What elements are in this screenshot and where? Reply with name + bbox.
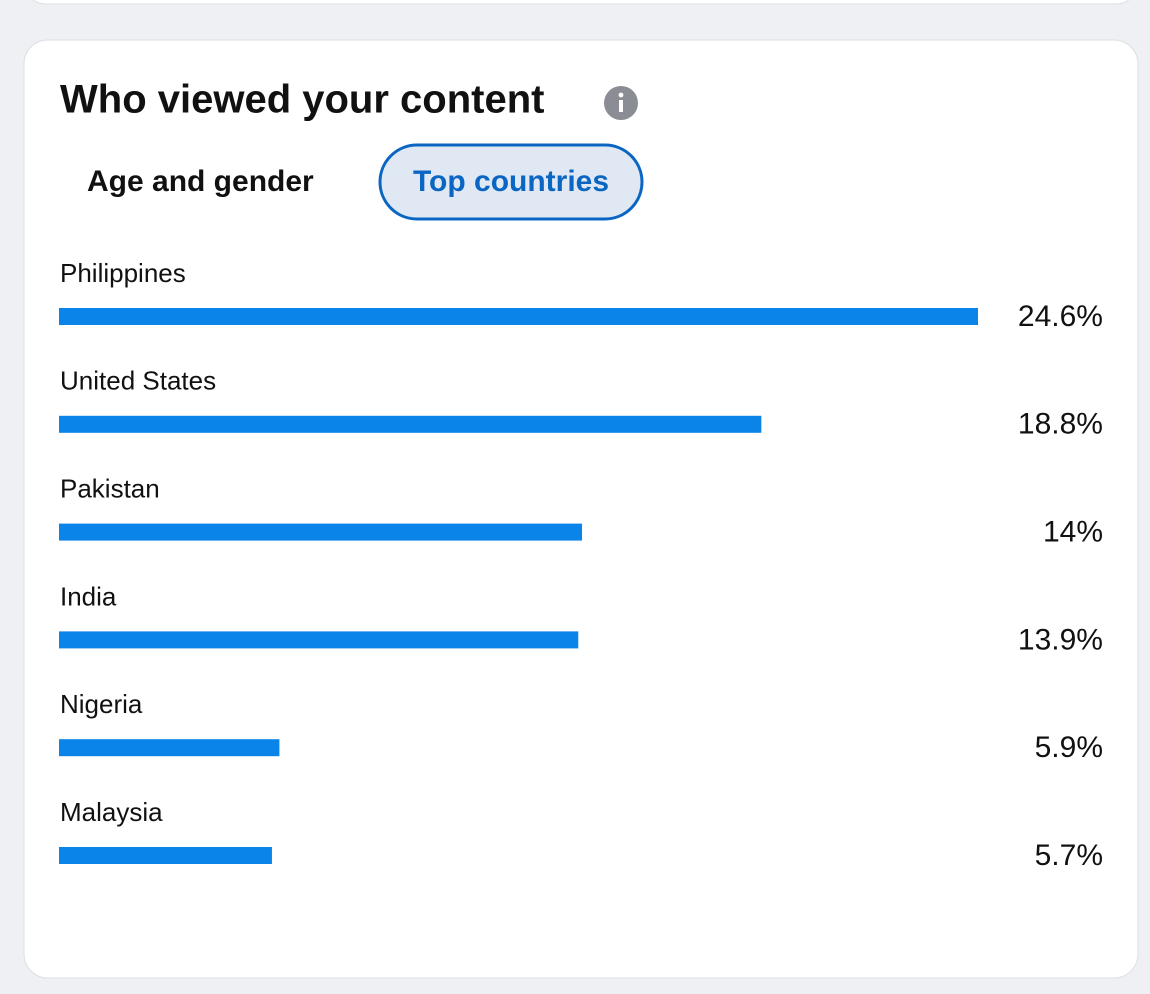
category-label: Malaysia (60, 797, 163, 827)
bar (59, 631, 579, 649)
value-label: 14% (1043, 516, 1103, 549)
info-icon[interactable] (604, 86, 638, 120)
bar (59, 739, 280, 757)
bar (59, 847, 272, 864)
category-label: Philippines (60, 258, 186, 288)
value-label: 5.9% (1035, 731, 1103, 764)
bar (59, 308, 978, 325)
info-stem (619, 100, 623, 112)
previous-card (32, 0, 1130, 5)
chart: Philippines 24.6% United States 18.8% Pakist… (59, 258, 1103, 872)
category-label: United States (60, 366, 216, 396)
info-dot (618, 92, 624, 98)
bar (59, 523, 583, 541)
card (23, 39, 1139, 979)
value-label: 24.6% (1018, 300, 1103, 333)
value-label: 18.8% (1018, 408, 1103, 441)
category-label: India (60, 581, 117, 611)
tab[interactable]: Age and gender (87, 165, 314, 198)
bar (59, 415, 762, 433)
tab-selected-pill[interactable] (378, 143, 644, 221)
category-label: Pakistan (60, 473, 160, 503)
value-label: 5.7% (1035, 839, 1103, 872)
value-label: 13.9% (1018, 623, 1103, 656)
card-title: Who viewed your content (60, 78, 544, 122)
tab-selected[interactable]: Top countries (413, 165, 609, 198)
category-label: Nigeria (60, 689, 143, 719)
